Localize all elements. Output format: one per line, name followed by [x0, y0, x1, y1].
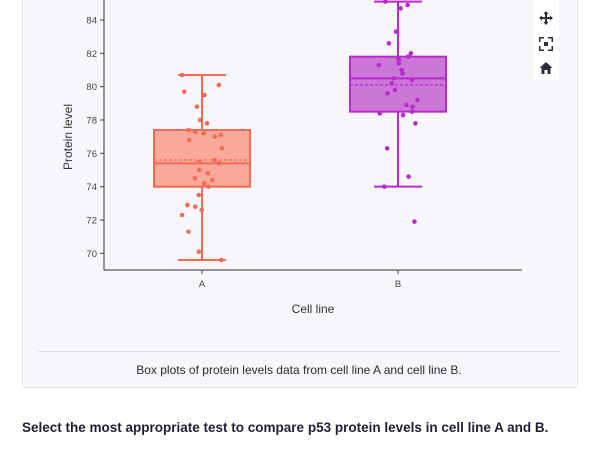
y-tick-label: 82 [86, 49, 97, 60]
autoscale-icon[interactable] [536, 34, 556, 54]
data-point [383, 0, 388, 4]
data-point [216, 161, 222, 166]
axis-labels: 70 72 74 76 78 80 82 84 A B Cell line Protein level [61, 16, 401, 317]
data-point [199, 207, 205, 213]
data-point [197, 167, 202, 173]
data-point [192, 204, 198, 209]
data-point [376, 62, 382, 68]
data-point [218, 132, 224, 138]
data-point [404, 102, 409, 108]
data-point [405, 2, 410, 8]
y-tick-label: 76 [86, 149, 97, 160]
data-point [212, 157, 217, 163]
data-point [400, 112, 406, 118]
data-point [186, 127, 191, 133]
y-axis-title: Protein level [61, 104, 75, 170]
data-point [185, 202, 190, 208]
y-tick-label: 80 [86, 82, 97, 93]
data-point [196, 192, 202, 198]
data-point [389, 81, 394, 86]
figure-caption: Box plots of protein levels data from ce… [136, 363, 462, 377]
figure-card [22, 0, 578, 388]
y-tick-label: 74 [86, 182, 97, 193]
data-point [386, 41, 392, 46]
data-point [396, 57, 402, 63]
data-point [377, 111, 383, 116]
data-point [179, 72, 185, 78]
data-point [392, 87, 398, 93]
data-point [202, 92, 207, 98]
data-point [413, 121, 418, 126]
x-tick-label: A [199, 279, 206, 290]
data-point [396, 61, 402, 66]
data-point [212, 134, 218, 139]
data-point [412, 219, 417, 224]
question-text: Select the most appropriate test to comp… [22, 420, 549, 435]
x-axis-title: Cell line [292, 302, 335, 316]
data-point [194, 104, 200, 109]
data-point [415, 97, 420, 103]
data-point [210, 177, 215, 183]
axes [100, 0, 522, 274]
box-A[interactable] [153, 74, 251, 261]
data-point [393, 29, 399, 34]
data-point [381, 184, 387, 189]
box-B[interactable] [349, 0, 447, 188]
y-tick-label: 84 [86, 16, 97, 27]
y-tick-label: 72 [86, 216, 97, 227]
data-point [219, 257, 224, 263]
data-point [219, 146, 225, 151]
data-point [398, 6, 403, 11]
data-point [192, 129, 198, 134]
reset-axes-icon[interactable] [536, 58, 556, 78]
data-point [405, 54, 411, 59]
data-point [197, 117, 203, 123]
data-point [197, 159, 202, 164]
data-point [391, 76, 397, 81]
data-point [181, 89, 187, 94]
data-point [384, 146, 390, 151]
iqr-box [349, 55, 447, 113]
data-point [408, 51, 414, 56]
y-tick-label: 78 [86, 116, 97, 127]
boxes [153, 0, 447, 261]
data-point [186, 229, 191, 234]
data-point [196, 249, 202, 254]
caption-divider [38, 351, 560, 352]
data-point [410, 104, 415, 109]
data-point [201, 181, 207, 186]
data-point [216, 82, 222, 88]
y-tick-label: 70 [86, 249, 97, 260]
data-point [204, 121, 210, 126]
data-point [192, 176, 198, 181]
pan-icon[interactable] [536, 8, 556, 28]
data-point [186, 137, 192, 143]
data-point [409, 109, 415, 114]
data-points [179, 0, 420, 263]
data-point [179, 212, 185, 218]
data-point [400, 71, 405, 76]
data-point [406, 174, 411, 179]
data-point [385, 91, 390, 96]
x-tick-label: B [395, 279, 401, 290]
data-point [409, 77, 415, 83]
data-point [206, 184, 211, 189]
iqr-box [153, 129, 251, 188]
data-point [201, 131, 206, 136]
data-point [205, 171, 211, 176]
chart-modebar [533, 0, 559, 80]
